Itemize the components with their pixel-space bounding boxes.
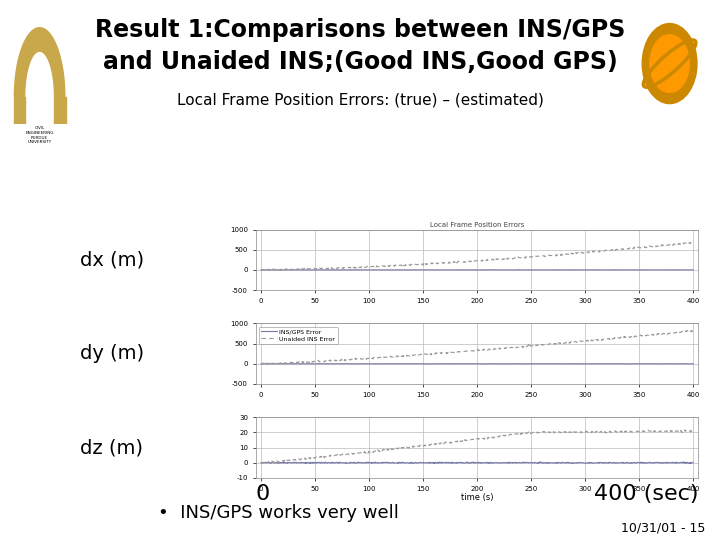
Text: •  INS/GPS works very well: • INS/GPS works very well [158, 504, 400, 522]
Unaided INS Error [688, 327, 697, 334]
INS/GPS Error [284, 361, 292, 367]
PathPatch shape [14, 27, 66, 97]
Text: Result 1:Comparisons between INS/GPS: Result 1:Comparisons between INS/GPS [95, 18, 625, 42]
Unaided INS Error [256, 361, 265, 367]
INS/GPS Error [508, 361, 517, 367]
Polygon shape [14, 97, 25, 124]
Text: dz (m): dz (m) [80, 438, 143, 457]
INS/GPS Error [265, 360, 274, 367]
Unaided INS Error [260, 361, 269, 368]
INS/GPS Error [486, 361, 495, 367]
Circle shape [650, 35, 689, 92]
INS/GPS Error [520, 361, 528, 367]
Text: 10/31/01 - 15: 10/31/01 - 15 [621, 522, 706, 535]
Unaided INS Error [519, 343, 528, 350]
Unaided INS Error [284, 360, 292, 367]
Unaided INS Error [685, 327, 693, 333]
Text: 0: 0 [256, 484, 270, 504]
INS/GPS Error [533, 361, 541, 367]
X-axis label: time (s): time (s) [461, 493, 493, 502]
INS/GPS Error [256, 361, 265, 367]
Unaided INS Error [508, 345, 517, 351]
INS/GPS Error [630, 361, 639, 367]
INS/GPS Error [688, 361, 697, 367]
Polygon shape [54, 97, 66, 124]
Text: CIVIL
ENGINEERING
PURDUE
UNIVERSITY: CIVIL ENGINEERING PURDUE UNIVERSITY [25, 126, 54, 144]
Text: dy (m): dy (m) [79, 344, 144, 363]
Text: Local Frame Position Errors: (true) – (estimated): Local Frame Position Errors: (true) – (e… [176, 92, 544, 107]
Text: dx (m): dx (m) [79, 251, 144, 269]
Line: Unaided INS Error: Unaided INS Error [261, 330, 693, 364]
Unaided INS Error [532, 342, 541, 349]
Text: and Unaided INS;(Good INS,Good GPS): and Unaided INS;(Good INS,Good GPS) [103, 50, 617, 74]
Text: 400 (sec): 400 (sec) [594, 484, 698, 504]
INS/GPS Error [585, 361, 594, 367]
Unaided INS Error [629, 333, 638, 340]
Legend: INS/GPS Error, Unaided INS Error: INS/GPS Error, Unaided INS Error [258, 327, 338, 344]
Unaided INS Error [585, 338, 593, 345]
Title: Local Frame Position Errors: Local Frame Position Errors [430, 222, 524, 228]
Circle shape [642, 24, 697, 104]
